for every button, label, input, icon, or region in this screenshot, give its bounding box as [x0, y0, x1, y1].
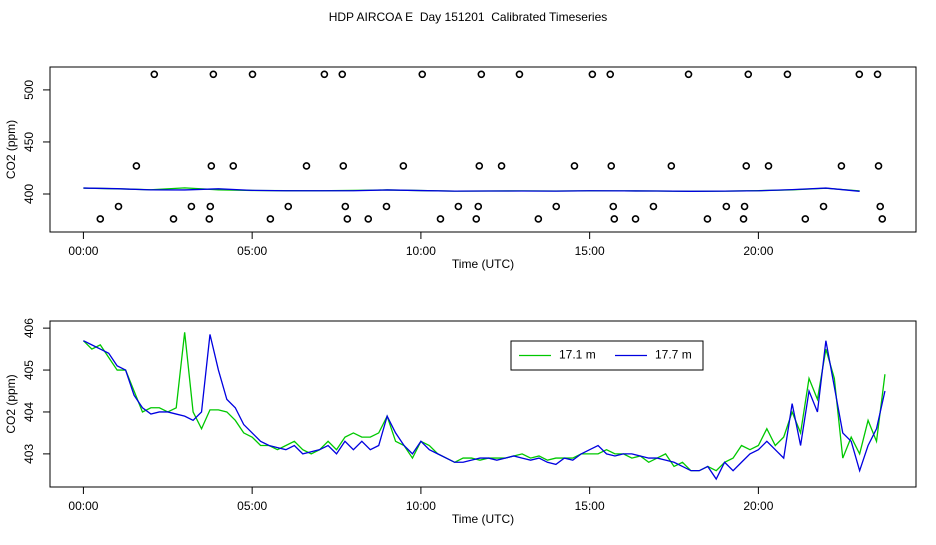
calibration-point — [187, 202, 196, 211]
calibration-point — [703, 215, 712, 223]
calibration-point — [837, 162, 846, 170]
calibration-point — [320, 70, 329, 79]
calibration-point — [206, 202, 215, 211]
calibration-point — [266, 215, 275, 223]
calibration-point — [114, 202, 123, 211]
calibration-point — [552, 202, 561, 211]
calibration-point — [454, 202, 463, 211]
calibration-point — [667, 162, 676, 170]
y-tick-label: 450 — [22, 132, 36, 152]
calibration-point — [742, 162, 751, 170]
y-tick-label: 400 — [22, 184, 36, 204]
calibration-point — [631, 215, 640, 223]
calibration-point — [819, 202, 828, 211]
y-tick-label: 405 — [22, 360, 36, 380]
calibration-point — [649, 202, 658, 211]
calibration-point — [364, 215, 373, 223]
x-tick-label: 05:00 — [237, 244, 267, 258]
calibration-point — [739, 215, 748, 223]
plot-frame — [49, 66, 917, 233]
series-line — [83, 187, 860, 192]
calibration-point — [229, 162, 238, 170]
calibration-point — [515, 70, 524, 79]
calibration-point — [343, 215, 352, 223]
calibration-point — [248, 70, 257, 79]
calibration-point — [570, 162, 579, 170]
x-tick-label: 10:00 — [406, 244, 436, 258]
legend-label: 17.1 m — [559, 348, 596, 362]
x-tick-label: 15:00 — [575, 244, 605, 258]
calibration-point — [497, 162, 506, 170]
calibration-point — [207, 162, 216, 170]
calibration-point — [783, 70, 792, 79]
calibration-point — [878, 215, 887, 223]
y-tick-label: 500 — [22, 80, 36, 100]
y-axis-label: CO2 (ppm) — [4, 120, 18, 179]
calibration-point — [876, 202, 885, 211]
calibration-point — [855, 70, 864, 79]
plot-frame — [49, 320, 917, 488]
calibration-point — [475, 162, 484, 170]
calibration-point — [534, 215, 543, 223]
calibration-point — [873, 70, 882, 79]
x-axis-label: Time (UTC) — [452, 257, 514, 271]
calibration-point — [399, 162, 408, 170]
x-tick-label: 05:00 — [237, 499, 267, 513]
y-tick-label: 404 — [22, 402, 36, 422]
y-tick-label: 403 — [22, 444, 36, 464]
legend-label: 17.7 m — [655, 348, 692, 362]
calibration-point — [684, 70, 693, 79]
calibration-point — [205, 215, 214, 223]
calibration-point — [477, 70, 486, 79]
calibration-point — [588, 70, 597, 79]
calibration-point — [764, 162, 773, 170]
calibration-point — [284, 202, 293, 211]
calibration-point — [874, 162, 883, 170]
series-line — [82, 332, 886, 472]
calibration-point — [740, 202, 749, 211]
calibration-point — [801, 215, 810, 223]
x-tick-label: 20:00 — [743, 244, 773, 258]
calibration-point — [341, 202, 350, 211]
calibration-point — [418, 70, 427, 79]
calibration-point — [474, 202, 483, 211]
x-axis-label: Time (UTC) — [452, 512, 514, 526]
y-tick-label: 406 — [22, 318, 36, 338]
x-tick-label: 00:00 — [68, 244, 98, 258]
calibration-point — [606, 70, 615, 79]
calibration-point — [150, 70, 159, 79]
calibration-point — [382, 202, 391, 211]
calibration-point — [472, 215, 481, 223]
series-line — [83, 334, 886, 481]
x-tick-label: 00:00 — [68, 499, 98, 513]
calibration-point — [610, 215, 619, 223]
calibration-point — [302, 162, 311, 170]
x-tick-label: 10:00 — [406, 499, 436, 513]
x-tick-label: 15:00 — [575, 499, 605, 513]
calibration-point — [436, 215, 445, 223]
calibration-point — [609, 202, 618, 211]
chart-title: HDP AIRCOA E Day 151201 Calibrated Times… — [329, 10, 608, 24]
calibration-point — [132, 162, 141, 170]
x-tick-label: 20:00 — [743, 499, 773, 513]
calibration-point — [607, 162, 616, 170]
calibration-point — [209, 70, 218, 79]
calibration-point — [744, 70, 753, 79]
calibration-point — [169, 215, 178, 223]
y-axis-label: CO2 (ppm) — [4, 374, 18, 433]
calibration-point — [338, 70, 347, 79]
calibration-point — [339, 162, 348, 170]
calibration-point — [722, 202, 731, 211]
calibration-point — [96, 215, 105, 223]
